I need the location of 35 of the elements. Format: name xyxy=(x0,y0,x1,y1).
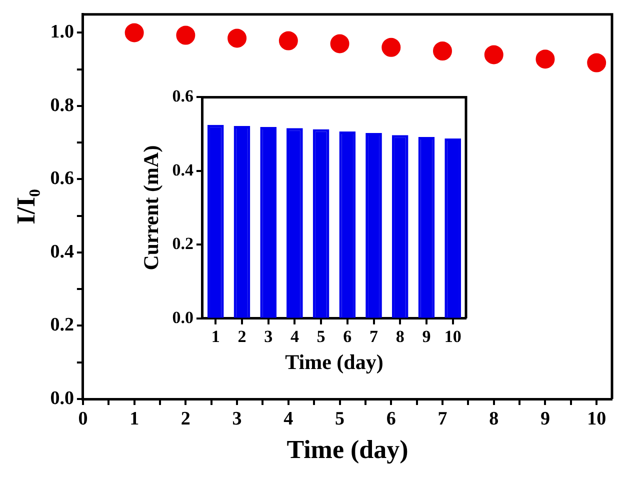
x-tick-label: 6 xyxy=(386,408,396,430)
x-tick-label: 7 xyxy=(370,326,379,346)
y-axis-title: Current (mA) xyxy=(139,145,164,270)
x-tick-label: 3 xyxy=(264,326,273,346)
x-tick-label: 2 xyxy=(180,408,190,430)
x-tick-label: 4 xyxy=(290,326,300,346)
y-tick-label: 1.0 xyxy=(50,22,74,43)
y-tick-label: 0.6 xyxy=(172,86,194,106)
x-tick-label: 2 xyxy=(238,326,246,346)
x-tick-label: 10 xyxy=(444,326,462,346)
x-tick-label: 1 xyxy=(211,326,220,346)
y-tick-label: 0.4 xyxy=(172,160,194,180)
y-tick-label: 0.2 xyxy=(50,314,74,336)
y-tick-label: 0.6 xyxy=(50,168,74,190)
y-tick-label: 0.0 xyxy=(172,308,194,327)
x-tick-label: 0 xyxy=(78,408,88,430)
y-axis-title: I/I₀ xyxy=(11,188,40,224)
x-axis-title: Time (day) xyxy=(285,350,384,374)
x-tick-label: 5 xyxy=(316,326,326,346)
y-tick-label: 0.8 xyxy=(50,94,74,116)
x-tick-label: 7 xyxy=(438,408,448,430)
x-tick-label: 8 xyxy=(489,408,499,430)
y-tick-label: 0.2 xyxy=(172,234,194,254)
x-tick-label: 4 xyxy=(284,408,294,430)
x-tick-label: 10 xyxy=(587,408,606,430)
x-tick-label: 1 xyxy=(130,408,140,430)
y-tick-label: 0.0 xyxy=(50,388,74,409)
x-tick-label: 9 xyxy=(422,326,431,346)
x-tick-label: 5 xyxy=(335,408,345,430)
y-tick-label: 0.4 xyxy=(50,241,74,262)
x-tick-label: 6 xyxy=(343,326,352,346)
x-tick-label: 8 xyxy=(396,326,404,346)
x-axis-title: Time (day) xyxy=(286,435,408,464)
x-tick-label: 3 xyxy=(232,408,242,430)
x-tick-label: 9 xyxy=(540,408,550,430)
